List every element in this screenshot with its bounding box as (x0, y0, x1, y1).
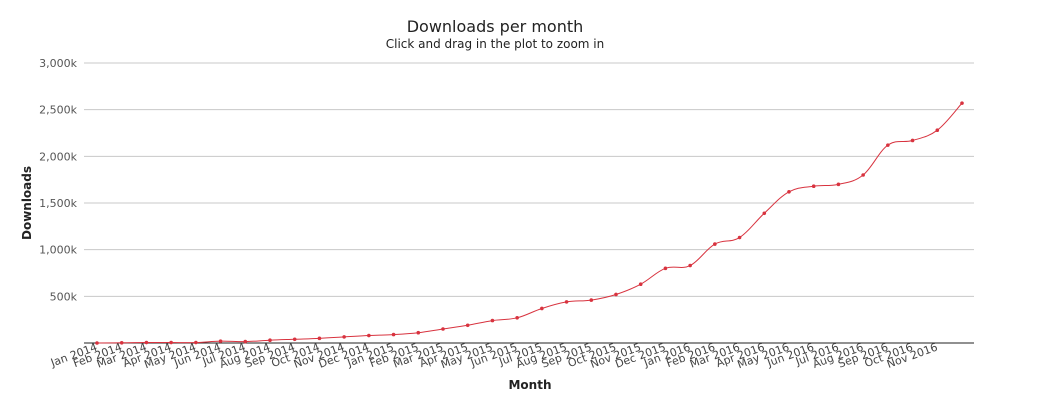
data-point[interactable] (367, 333, 371, 338)
data-point[interactable] (540, 306, 544, 311)
data-point[interactable] (614, 292, 618, 297)
chart-subtitle: Click and drag in the plot to zoom in (386, 37, 605, 51)
data-point[interactable] (218, 339, 223, 343)
downloads-series-points[interactable] (95, 101, 964, 345)
y-axis-title: Downloads (20, 166, 34, 240)
data-point[interactable] (713, 242, 717, 246)
x-tick-label: Nov 2016 (885, 341, 939, 371)
y-tick-label: 500k (50, 290, 78, 303)
data-point[interactable] (317, 336, 322, 341)
y-tick-label: 1,500k (39, 197, 77, 210)
y-axis-ticks: 500k 1,000k 1,500k 2,000k 2,500k 3,000k (39, 57, 77, 303)
data-point[interactable] (886, 143, 890, 147)
data-point[interactable] (515, 316, 519, 320)
data-point[interactable] (762, 211, 767, 216)
data-point[interactable] (935, 128, 940, 132)
data-point[interactable] (564, 300, 569, 304)
data-point[interactable] (243, 339, 248, 344)
data-point[interactable] (836, 182, 841, 187)
y-tick-label: 3,000k (39, 57, 77, 70)
data-point[interactable] (688, 263, 692, 268)
data-point[interactable] (342, 335, 346, 339)
data-point[interactable] (194, 340, 198, 345)
data-point[interactable] (663, 266, 668, 271)
data-point[interactable] (589, 298, 594, 302)
downloads-series-line[interactable] (96, 102, 963, 344)
data-point[interactable] (638, 282, 643, 287)
data-point[interactable] (416, 330, 421, 335)
data-point[interactable] (490, 318, 495, 323)
data-point[interactable] (268, 338, 272, 343)
data-point[interactable] (292, 337, 297, 342)
data-point[interactable] (169, 340, 173, 345)
data-point[interactable] (787, 190, 791, 194)
data-point[interactable] (811, 184, 816, 188)
y-tick-label: 1,000k (39, 244, 77, 257)
y-tick-label: 2,000k (39, 150, 77, 163)
gridlines (84, 62, 974, 297)
data-point[interactable] (465, 323, 470, 328)
x-axis-title: Month (508, 378, 551, 392)
data-point[interactable] (95, 341, 99, 345)
y-tick-label: 2,500k (39, 104, 77, 117)
data-point[interactable] (391, 332, 396, 337)
data-point[interactable] (441, 327, 445, 331)
data-point[interactable] (144, 340, 149, 345)
data-point[interactable] (910, 138, 915, 143)
data-point[interactable] (960, 101, 964, 105)
data-point[interactable] (861, 173, 865, 177)
data-point[interactable] (119, 341, 124, 345)
data-point[interactable] (737, 235, 742, 240)
chart-title: Downloads per month (407, 17, 584, 36)
